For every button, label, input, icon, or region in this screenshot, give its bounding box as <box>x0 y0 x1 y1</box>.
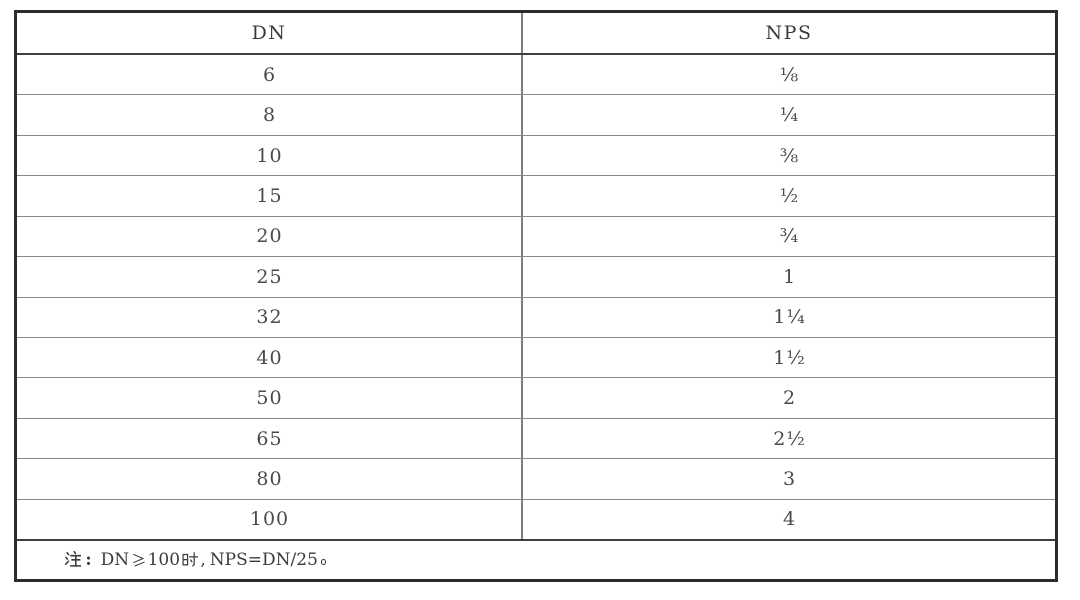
table-row: 25 1 <box>17 256 1055 297</box>
cell-dn: 6 <box>262 63 277 86</box>
cell-dn: 15 <box>256 184 283 207</box>
table-row: 15 ½ <box>17 175 1055 216</box>
row-cell-dn: 6 <box>17 55 524 95</box>
table-row: 65 2½ <box>17 417 1055 459</box>
cell-dn: 100 <box>249 508 290 531</box>
row-cell-nps: 2½ <box>523 419 1055 458</box>
row-cell-nps: ⅛ <box>523 55 1055 94</box>
row-cell-dn: 32 <box>17 297 524 337</box>
row-cell-nps: ⅜ <box>523 136 1055 175</box>
row-cell-dn: 40 <box>17 337 524 378</box>
cell-dn: 8 <box>262 104 277 127</box>
cell-nps: 2 <box>782 387 797 410</box>
table-row: 8 ¼ <box>17 94 1055 135</box>
cell-nps: 2½ <box>773 427 806 450</box>
table-row: 40 1½ <box>17 336 1055 378</box>
table-row: 32 1¼ <box>17 296 1055 337</box>
row-cell-dn: 8 <box>17 95 524 135</box>
fullwidth-comma: , <box>200 550 206 570</box>
row-cell-dn: 65 <box>17 418 524 459</box>
row-cell-nps: 2 <box>523 378 1055 417</box>
cjk-period <box>320 559 327 565</box>
cell-dn: 32 <box>256 306 283 329</box>
header-label-dn: DN <box>251 22 287 44</box>
table-row: 10 ⅜ <box>17 134 1055 176</box>
dn-nps-table: DN NPS 6 ⅛ 8 ¼ 10 ⅜ 15 ½ <box>14 10 1058 582</box>
cell-nps: 3 <box>782 467 797 490</box>
cell-nps: ½ <box>779 184 800 207</box>
cjk-zhu-glyph <box>64 551 82 568</box>
row-cell-nps: ¾ <box>523 217 1055 256</box>
cjk-shi-glyph <box>182 552 199 567</box>
row-cell-dn: 25 <box>17 257 524 297</box>
note-row: : DN 100 , NPS=DN/25 <box>17 539 1055 579</box>
header-label-nps: NPS <box>765 22 813 44</box>
header-cell-dn: DN <box>17 13 524 53</box>
cell-dn: 40 <box>256 346 283 369</box>
row-cell-nps: 1½ <box>523 338 1055 377</box>
row-cell-nps: 1¼ <box>523 298 1055 337</box>
row-cell-dn: 100 <box>17 499 524 540</box>
cell-nps: ¾ <box>779 225 800 248</box>
row-cell-dn: 15 <box>17 176 524 216</box>
note-text: DN 100 , NPS=DN/25 <box>101 550 327 570</box>
row-cell-dn: 10 <box>17 135 524 176</box>
row-cell-dn: 20 <box>17 216 524 257</box>
cell-nps: 1½ <box>773 346 806 369</box>
cell-nps: ⅛ <box>779 63 800 86</box>
table-row: 6 ⅛ <box>17 55 1055 95</box>
table-body: 6 ⅛ 8 ¼ 10 ⅜ 15 ½ 20 ¾ 25 <box>17 55 1055 540</box>
cell-nps: 1¼ <box>773 306 806 329</box>
table-row: 80 3 <box>17 458 1055 499</box>
table-header-row: DN NPS <box>17 13 1055 55</box>
cell-nps: 4 <box>782 508 797 531</box>
row-cell-nps: ¼ <box>523 95 1055 134</box>
fullwidth-colon: : <box>85 550 92 570</box>
table-row: 50 2 <box>17 377 1055 418</box>
table-row: 20 ¾ <box>17 215 1055 257</box>
cell-dn: 10 <box>256 144 283 167</box>
cell-dn: 20 <box>256 225 283 248</box>
cell-nps: 1 <box>782 265 797 288</box>
row-cell-nps: ½ <box>523 176 1055 215</box>
row-cell-nps: 1 <box>523 257 1055 296</box>
cell-dn: 25 <box>256 265 283 288</box>
cell-dn: 50 <box>256 387 283 410</box>
header-cell-nps: NPS <box>523 13 1055 53</box>
cell-dn: 80 <box>256 467 283 490</box>
cell-dn: 65 <box>256 427 283 450</box>
cell-nps: ¼ <box>779 104 800 127</box>
row-cell-dn: 50 <box>17 378 524 418</box>
greater-equal-icon <box>133 553 145 567</box>
cell-nps: ⅜ <box>779 144 800 167</box>
note-prefix: : <box>63 550 99 570</box>
row-cell-nps: 4 <box>523 500 1055 539</box>
table-row: 100 4 <box>17 498 1055 540</box>
row-cell-dn: 80 <box>17 459 524 499</box>
row-cell-nps: 3 <box>523 459 1055 498</box>
